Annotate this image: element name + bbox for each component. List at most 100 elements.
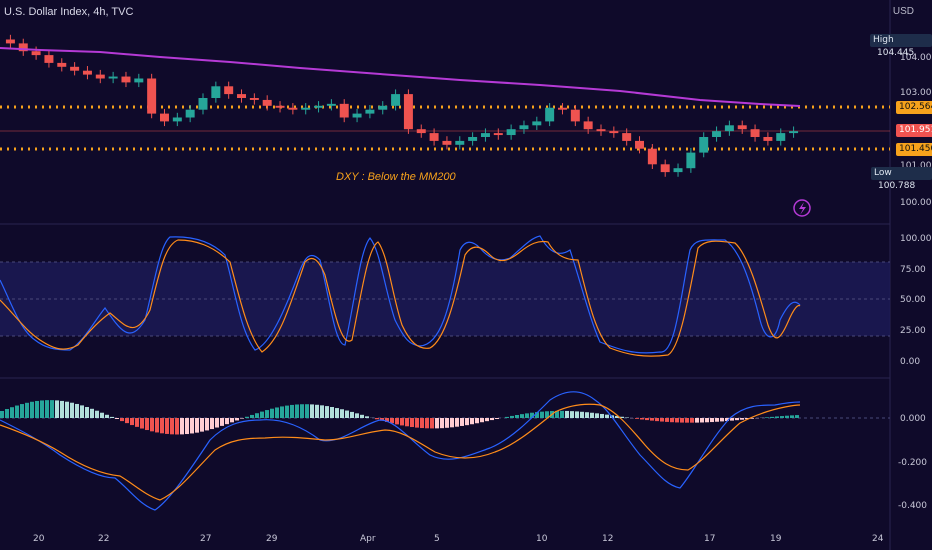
stoch-d-line[interactable] <box>0 239 801 357</box>
stoch-k-line[interactable] <box>0 235 801 354</box>
candle-body[interactable] <box>789 131 799 134</box>
macd-hist-bar <box>265 410 269 418</box>
candle-body[interactable] <box>545 107 555 122</box>
candle-body[interactable] <box>237 94 247 98</box>
candle-body[interactable] <box>532 121 542 126</box>
candle-body[interactable] <box>699 137 709 153</box>
candle-body[interactable] <box>159 113 169 122</box>
macd-hist-bar <box>495 418 499 420</box>
macd-hist-bar <box>340 409 344 418</box>
candle-body[interactable] <box>31 51 41 56</box>
candle-body[interactable] <box>673 168 683 173</box>
candle-body[interactable] <box>95 74 105 79</box>
candle-body[interactable] <box>57 62 67 67</box>
candle-body[interactable] <box>224 86 234 95</box>
price-label-100: 100.000 <box>900 198 932 208</box>
candle-body[interactable] <box>635 140 645 149</box>
macd-hist-bar <box>315 404 319 418</box>
candle-body[interactable] <box>262 99 272 106</box>
candle-body[interactable] <box>147 78 157 114</box>
date-label: 27 <box>200 534 211 544</box>
macd-hist-bar <box>520 414 524 418</box>
macd-hist-bar <box>35 400 39 418</box>
candle-body[interactable] <box>429 133 439 141</box>
candle-body[interactable] <box>506 129 516 136</box>
macd-hist-bar <box>300 404 304 418</box>
candle-body[interactable] <box>455 140 465 145</box>
candle-body[interactable] <box>583 121 593 130</box>
macd-hist-bar <box>5 409 9 418</box>
macd-hist-bar <box>790 415 794 418</box>
macd-hist-bar <box>570 411 574 418</box>
candle-body[interactable] <box>249 98 259 100</box>
macd-hist-bar <box>200 418 204 432</box>
candle-body[interactable] <box>314 105 324 108</box>
candle-body[interactable] <box>365 109 375 114</box>
candle-body[interactable] <box>442 140 452 145</box>
candle-body[interactable] <box>288 107 298 110</box>
candle-body[interactable] <box>18 43 28 52</box>
candle-body[interactable] <box>211 86 221 98</box>
candle-body[interactable] <box>493 133 503 136</box>
candle-body[interactable] <box>70 66 80 71</box>
candle-body[interactable] <box>480 133 490 137</box>
candlestick-series[interactable] <box>5 34 799 177</box>
candle-body[interactable] <box>519 125 529 130</box>
macd-hist-bar <box>480 418 484 423</box>
candle-body[interactable] <box>647 148 657 165</box>
macd-histogram[interactable] <box>0 400 799 435</box>
macd-hist-bar <box>45 400 49 418</box>
candle-body[interactable] <box>570 109 580 122</box>
candle-body[interactable] <box>468 137 478 141</box>
candle-body[interactable] <box>763 137 773 141</box>
ma200-line[interactable] <box>0 47 801 107</box>
candle-body[interactable] <box>82 70 92 75</box>
macd-hist-bar <box>10 407 14 418</box>
candle-body[interactable] <box>776 133 786 141</box>
candle-body[interactable] <box>403 94 413 130</box>
macd-hist-bar <box>245 416 249 418</box>
candle-body[interactable] <box>172 117 182 122</box>
candle-body[interactable] <box>108 76 118 79</box>
candle-body[interactable] <box>660 164 670 173</box>
candle-body[interactable] <box>737 125 747 130</box>
candle-body[interactable] <box>416 129 426 134</box>
candle-body[interactable] <box>750 129 760 137</box>
candle-body[interactable] <box>301 107 311 110</box>
candle-body[interactable] <box>339 103 349 118</box>
macd-hist-bar <box>305 404 309 418</box>
candle-body[interactable] <box>724 125 734 132</box>
candle-body[interactable] <box>185 109 195 118</box>
candle-body[interactable] <box>134 78 144 83</box>
symbol-title[interactable]: U.S. Dollar Index, 4h, TVC <box>4 6 134 18</box>
lightning-icon[interactable] <box>793 199 811 217</box>
macd-hist-bar <box>270 408 274 418</box>
macd-hist-bar <box>55 400 59 418</box>
candle-body[interactable] <box>622 133 632 141</box>
candle-body[interactable] <box>44 55 54 63</box>
macd-hist-bar <box>145 418 149 431</box>
macd-hist-bar <box>700 418 704 423</box>
candle-body[interactable] <box>712 131 722 137</box>
candle-body[interactable] <box>352 113 362 118</box>
macd-hist-bar <box>780 416 784 418</box>
macd-signal-line[interactable] <box>0 403 801 501</box>
stoch-label-50: 50.00 <box>900 295 926 305</box>
macd-line[interactable] <box>0 391 801 511</box>
candle-body[interactable] <box>5 39 15 44</box>
candle-body[interactable] <box>378 105 388 110</box>
candle-body[interactable] <box>609 131 619 134</box>
macd-hist-bar <box>225 418 229 425</box>
candle-body[interactable] <box>198 98 208 110</box>
stoch-label-25: 25.00 <box>900 326 926 336</box>
macd-hist-bar <box>210 418 214 430</box>
macd-hist-bar <box>575 411 579 418</box>
candle-body[interactable] <box>557 107 567 110</box>
candle-body[interactable] <box>391 94 401 106</box>
candle-body[interactable] <box>686 152 696 169</box>
candle-body[interactable] <box>121 76 131 83</box>
candle-body[interactable] <box>596 129 606 132</box>
candle-body[interactable] <box>326 103 336 106</box>
candle-body[interactable] <box>275 105 285 108</box>
